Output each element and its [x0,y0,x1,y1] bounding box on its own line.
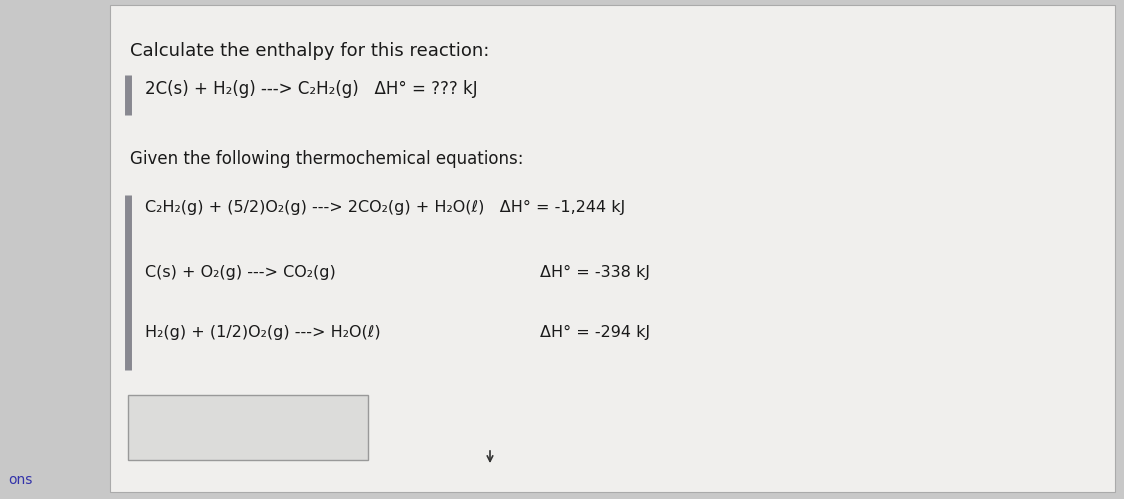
Bar [110,5,1115,492]
Bar [0,0,110,499]
Text: Given the following thermochemical equations:: Given the following thermochemical equat… [130,150,524,168]
Bar [0,485,1124,499]
Text: Calculate the enthalpy for this reaction:: Calculate the enthalpy for this reaction… [130,42,489,60]
Text: ons: ons [8,473,33,487]
Bar [128,395,368,460]
Text: H₂(g) + (1/2)O₂(g) ---> H₂O(ℓ): H₂(g) + (1/2)O₂(g) ---> H₂O(ℓ) [145,325,381,340]
Text: ΔH° = -294 kJ: ΔH° = -294 kJ [540,325,650,340]
Text: C₂H₂(g) + (5/2)O₂(g) ---> 2CO₂(g) + H₂O(ℓ)   ΔH° = -1,244 kJ: C₂H₂(g) + (5/2)O₂(g) ---> 2CO₂(g) + H₂O(… [145,200,625,215]
Text: C(s) + O₂(g) ---> CO₂(g): C(s) + O₂(g) ---> CO₂(g) [145,265,336,280]
Text: 2C(s) + H₂(g) ---> C₂H₂(g)   ΔH° = ??? kJ: 2C(s) + H₂(g) ---> C₂H₂(g) ΔH° = ??? kJ [145,80,478,98]
Text: ΔH° = -338 kJ: ΔH° = -338 kJ [540,265,650,280]
